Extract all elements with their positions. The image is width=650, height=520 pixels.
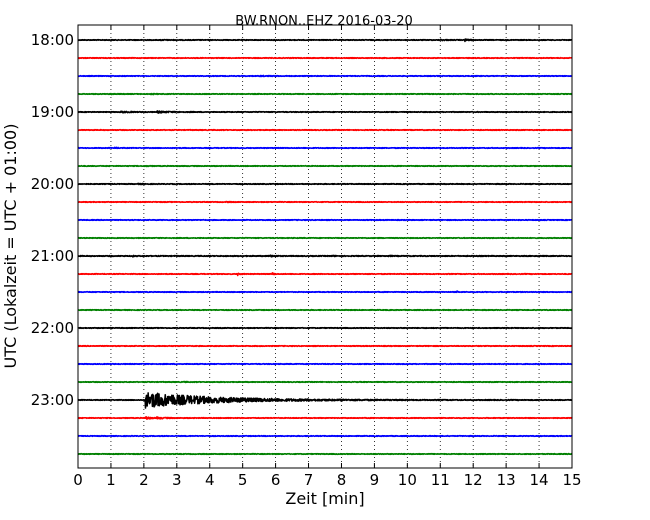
y-tick-label: 21:00: [31, 247, 74, 265]
y-tick-label: 19:00: [31, 103, 74, 121]
y-axis-label: UTC (Lokalzeit = UTC + 01:00): [1, 124, 20, 369]
trace-2145: [77, 308, 573, 312]
x-axis: 0 1 2 3 4 5 6 7 8 9 10 11 12 13 14 15: [73, 25, 582, 489]
trace-2315: [77, 416, 573, 420]
y-tick-label: 23:00: [31, 391, 74, 409]
x-tick-label: 7: [304, 471, 314, 489]
trace-1815: [77, 56, 573, 60]
x-tick-label: 0: [73, 471, 83, 489]
x-tick-label: 4: [205, 471, 215, 489]
trace-2030: [77, 218, 573, 222]
trace-1945: [77, 164, 573, 168]
trace-1845: [77, 92, 573, 96]
x-tick-label: 15: [562, 471, 581, 489]
y-tick-label: 18:00: [31, 31, 74, 49]
trace-2045: [77, 236, 573, 240]
x-tick-label: 2: [139, 471, 149, 489]
x-axis-label: Zeit [min]: [285, 489, 364, 508]
x-tick-label: 10: [398, 471, 417, 489]
trace-1800: [77, 38, 573, 43]
x-tick-label: 3: [172, 471, 182, 489]
x-tick-label: 13: [497, 471, 516, 489]
trace-2230: [77, 362, 573, 366]
x-tick-label: 9: [370, 471, 380, 489]
y-tick-label: 20:00: [31, 175, 74, 193]
trace-2100: [77, 254, 573, 258]
trace-2215: [77, 344, 573, 348]
y-axis: 18:00 19:00 20:00 21:00 22:00 23:00: [31, 31, 572, 409]
trace-2115: [77, 272, 573, 277]
plot-frame: [77, 24, 573, 469]
x-tick-label: 6: [271, 471, 281, 489]
chart-title: BW.RNON..EHZ 2016-03-20: [235, 14, 413, 29]
trace-2000: [77, 182, 573, 186]
trace-2015: [77, 200, 573, 204]
trace-1930: [77, 146, 573, 150]
x-tick-label: 5: [238, 471, 248, 489]
trace-2300: [77, 392, 573, 409]
x-tick-label: 1: [106, 471, 116, 489]
x-tick-label: 11: [431, 471, 450, 489]
trace-1900: [77, 110, 573, 114]
trace-2130: [77, 290, 573, 294]
trace-1830: [77, 74, 573, 78]
trace-2245: [77, 380, 573, 384]
x-tick-label: 8: [337, 471, 347, 489]
trace-2200: [77, 326, 573, 330]
trace-1915: [77, 128, 573, 132]
trace-group: [77, 38, 573, 456]
trace-2330: [77, 434, 573, 438]
x-tick-label: 12: [464, 471, 483, 489]
x-tick-label: 14: [530, 471, 549, 489]
y-tick-label: 22:00: [31, 319, 74, 337]
trace-2345: [77, 452, 573, 456]
